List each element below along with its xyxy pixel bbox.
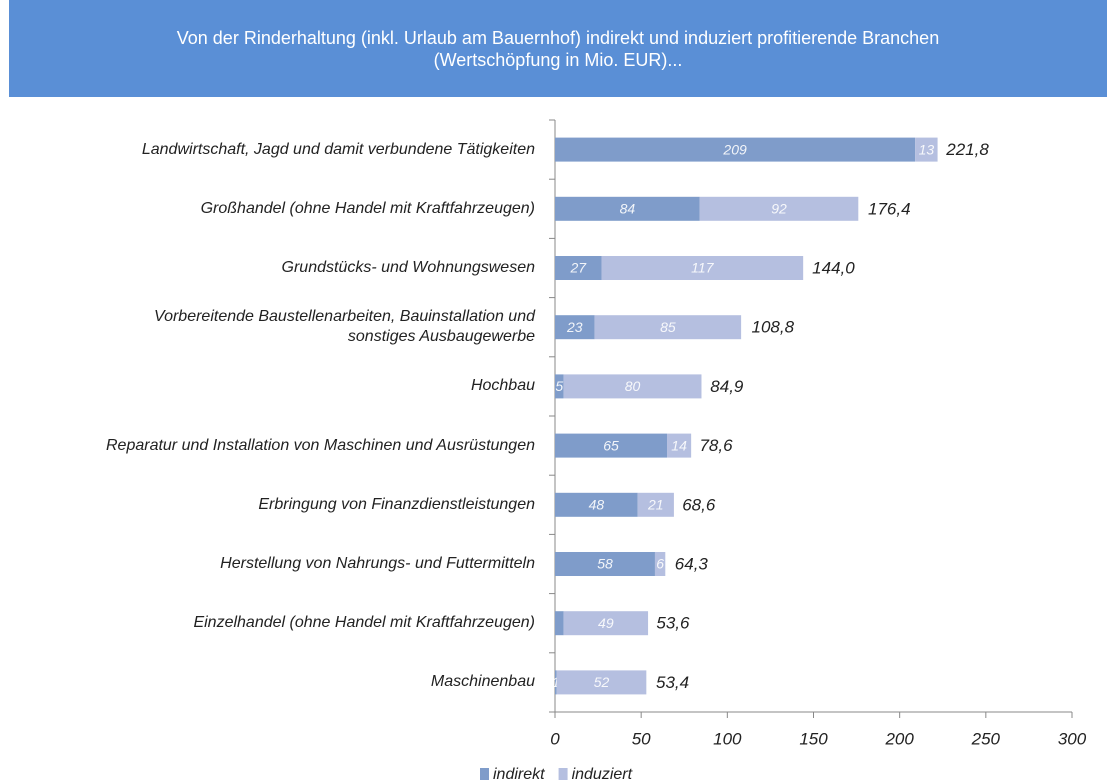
bar-segment	[555, 196, 700, 221]
x-tick-label: 200	[884, 729, 914, 748]
total-label: 64,3	[675, 554, 709, 573]
category-label: Vorbereitende Baustellenarbeiten, Bauins…	[153, 308, 535, 346]
value-label: 84	[620, 201, 636, 217]
bar-segment	[667, 433, 692, 458]
category-label: Landwirtschaft, Jagd und damit verbunden…	[141, 140, 535, 158]
value-label: 14	[671, 437, 687, 453]
bar-segment	[915, 137, 938, 162]
value-label: 49	[598, 615, 614, 631]
bar-segment	[555, 256, 602, 280]
value-label: 117	[691, 260, 715, 276]
bar-segment	[555, 492, 638, 517]
value-label: 80	[625, 378, 641, 394]
category-label: Hochbau	[470, 377, 535, 395]
total-label: 78,6	[699, 436, 733, 455]
total-label: 108,8	[751, 318, 794, 337]
x-tick-label: 100	[713, 729, 742, 748]
chart-title: Von der Rinderhaltung (inkl. Urlaub am B…	[9, 0, 1107, 97]
total-label: 53,4	[656, 673, 689, 692]
category-label: Erbringung von Finanzdienstleistungen	[258, 495, 535, 513]
bar-segment	[555, 552, 655, 576]
bar-segment	[594, 315, 742, 340]
value-label: 21	[647, 497, 664, 513]
bar-segment	[555, 137, 916, 162]
bar-segment	[563, 611, 649, 636]
category-label: Grundstücks- und Wohnungswesen	[281, 259, 535, 276]
total-label: 68,6	[682, 495, 716, 514]
legend-swatch	[558, 768, 568, 780]
value-label: 23	[566, 319, 583, 335]
x-tick-label: 150	[799, 729, 828, 748]
value-label: 27	[569, 260, 587, 276]
bar-segment	[654, 552, 666, 576]
x-tick-label: 50	[632, 729, 651, 748]
bar-segment	[555, 433, 668, 458]
category-label: Reparatur und Installation von Maschinen…	[105, 436, 535, 454]
bar-segment	[555, 611, 564, 636]
category-label: Großhandel (ohne Handel mit Kraftfahrzeu…	[200, 199, 535, 217]
value-label: 1	[552, 674, 560, 690]
bar-segment	[555, 670, 557, 695]
total-label: 53,6	[656, 614, 690, 633]
value-label: 6	[656, 556, 664, 572]
bar-segment	[555, 315, 595, 340]
value-label: 48	[589, 497, 605, 513]
category-label: Einzelhandel (ohne Handel mit Kraftfahrz…	[193, 614, 535, 632]
category-label: Maschinenbau	[430, 673, 535, 691]
category-label: Herstellung von Nahrungs- und Futtermitt…	[220, 555, 535, 572]
value-label: 5	[555, 378, 563, 394]
bar-segment	[637, 492, 674, 517]
total-label: 144,0	[812, 258, 855, 277]
legend-swatch	[480, 768, 489, 780]
total-label: 176,4	[868, 199, 911, 218]
value-label: 92	[771, 201, 787, 217]
bar-segment	[699, 196, 859, 221]
value-label: 85	[660, 319, 676, 335]
value-label: 65	[603, 437, 619, 453]
bar-segment	[563, 374, 702, 399]
value-label: 209	[722, 141, 747, 157]
bar-segment	[601, 256, 804, 280]
legend-label: induziert	[572, 766, 633, 783]
x-tick-label: 250	[971, 729, 1001, 748]
total-label: 84,9	[710, 377, 744, 396]
value-label: 13	[919, 141, 935, 157]
legend-label: indirekt	[493, 766, 545, 783]
x-tick-label: 0	[550, 729, 560, 748]
total-label: 221,8	[945, 140, 989, 159]
bar-segment	[556, 670, 647, 695]
value-label: 52	[594, 674, 610, 690]
value-label: 58	[597, 556, 613, 572]
bar-segment	[555, 374, 564, 399]
x-tick-label: 300	[1058, 729, 1087, 748]
